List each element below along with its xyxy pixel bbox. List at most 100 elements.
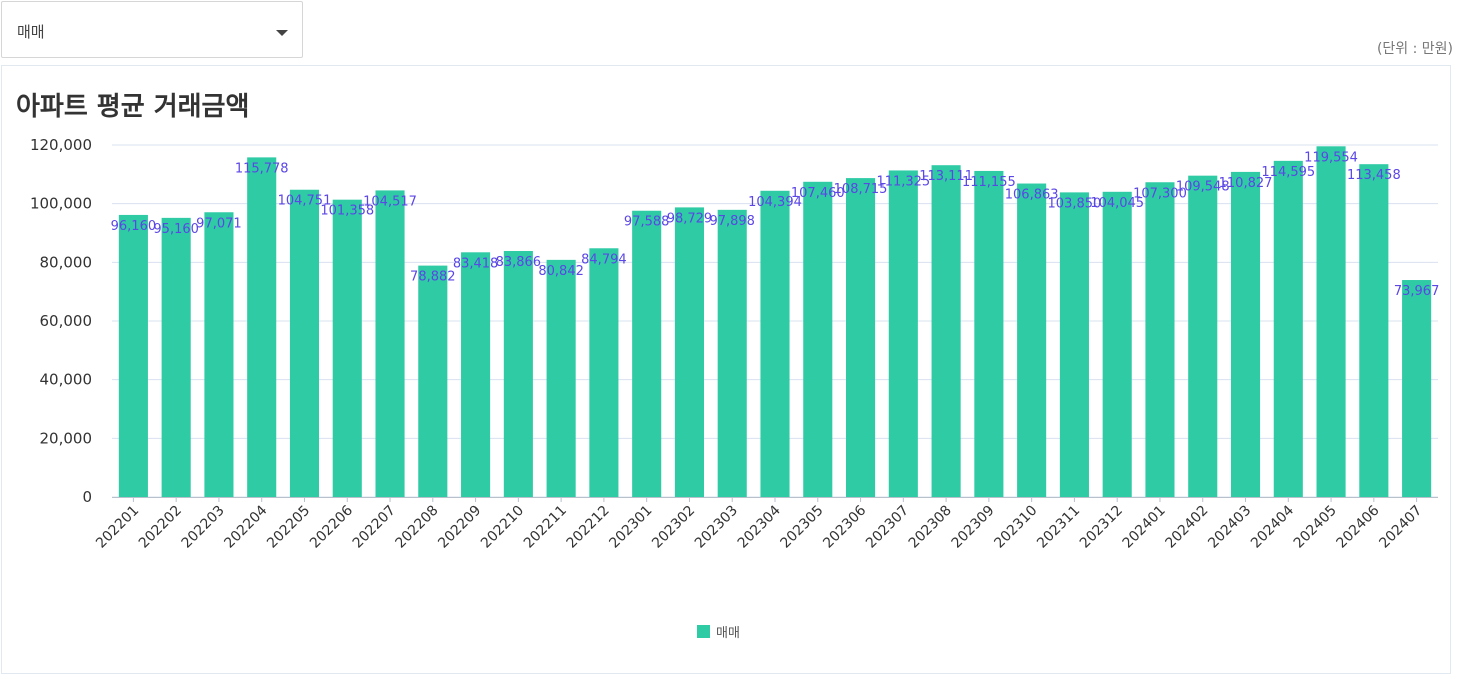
- bar-value-label: 97,898: [709, 214, 755, 229]
- bar-value-label: 73,967: [1394, 284, 1440, 299]
- bar-value-label: 103,850: [1048, 196, 1102, 211]
- bar-value-label: 110,827: [1219, 176, 1273, 191]
- x-tick-label: 202312: [1077, 503, 1126, 552]
- x-tick-label: 202304: [735, 502, 784, 551]
- bar: [1017, 183, 1047, 497]
- bar-value-label: 113,458: [1347, 168, 1401, 183]
- bar: [974, 170, 1004, 498]
- bar-value-label: 97,071: [196, 216, 242, 231]
- bar: [1273, 160, 1303, 497]
- x-tick-label: 202303: [692, 503, 741, 552]
- bar: [503, 250, 533, 497]
- trade-type-value: 매매: [17, 23, 45, 41]
- bar-value-label: 83,418: [453, 256, 499, 271]
- y-tick-label: 0: [82, 488, 92, 506]
- x-tick-label: 202207: [350, 503, 399, 552]
- bar: [1359, 164, 1389, 497]
- x-tick-label: 202407: [1376, 503, 1425, 552]
- bar: [289, 189, 320, 497]
- bar: [1059, 192, 1089, 497]
- x-tick-label: 202311: [1034, 503, 1083, 552]
- legend-label: 매매: [716, 625, 740, 641]
- bar: [332, 199, 362, 497]
- bar: [118, 214, 148, 497]
- x-tick-label: 202210: [478, 503, 527, 552]
- y-tick-label: 60,000: [40, 312, 93, 330]
- bar: [375, 190, 405, 497]
- x-tick-label: 202201: [93, 503, 142, 552]
- x-tick-label: 202405: [1291, 503, 1340, 552]
- x-tick-label: 202403: [1205, 503, 1254, 552]
- bar: [418, 265, 448, 497]
- x-tick-label: 202211: [521, 503, 570, 552]
- x-tick-label: 202205: [264, 503, 313, 552]
- bar-value-label: 80,842: [538, 264, 584, 279]
- bar-value-label: 111,325: [876, 174, 930, 189]
- bar-value-label: 104,045: [1090, 196, 1144, 211]
- bar: [161, 217, 191, 497]
- bar: [846, 178, 876, 497]
- x-tick-label: 202209: [435, 503, 484, 552]
- x-tick-label: 202305: [777, 503, 826, 552]
- x-tick-label: 202406: [1334, 502, 1383, 551]
- chart-legend[interactable]: 매매: [697, 622, 740, 641]
- bar-value-label: 114,595: [1261, 165, 1315, 180]
- x-tick-label: 202203: [179, 503, 228, 552]
- x-tick-label: 202208: [393, 503, 442, 552]
- bar: [674, 207, 704, 497]
- y-tick-label: 20,000: [40, 429, 93, 447]
- x-tick-label: 202306: [820, 502, 869, 551]
- legend-swatch: [697, 624, 710, 638]
- x-tick-label: 202402: [1162, 503, 1211, 552]
- bar: [1188, 175, 1218, 498]
- bar-value-label: 109,548: [1176, 180, 1230, 195]
- trade-type-select[interactable]: 매매: [1, 1, 303, 58]
- y-tick-label: 40,000: [40, 371, 93, 389]
- bar-value-label: 95,160: [153, 222, 199, 237]
- bar-value-label: 115,778: [235, 161, 289, 176]
- unit-label: (단위 : 만원): [1376, 41, 1453, 57]
- bar-value-label: 84,794: [581, 252, 627, 267]
- x-tick-label: 202212: [564, 503, 613, 552]
- bar-value-label: 78,882: [410, 270, 456, 285]
- bar-value-label: 106,863: [1005, 188, 1059, 203]
- x-tick-label: 202310: [991, 503, 1040, 552]
- x-tick-label: 202404: [1248, 502, 1297, 551]
- bar-value-label: 104,751: [278, 194, 332, 209]
- x-tick-label: 202206: [307, 502, 356, 551]
- bar-value-label: 113,111: [919, 169, 973, 184]
- x-tick-label: 202302: [649, 503, 698, 552]
- bar-value-label: 83,866: [496, 255, 542, 270]
- bar: [1102, 191, 1132, 497]
- y-tick-label: 80,000: [40, 253, 93, 271]
- x-tick-label: 202309: [949, 503, 998, 552]
- bar-value-label: 108,715: [834, 182, 888, 197]
- bar: [247, 157, 277, 498]
- bar: [1316, 146, 1346, 497]
- bar: [888, 170, 918, 498]
- x-tick-label: 202204: [221, 502, 270, 551]
- y-tick-label: 120,000: [30, 136, 92, 154]
- bar-value-label: 111,155: [962, 175, 1016, 190]
- bar: [803, 181, 833, 497]
- bar-value-label: 107,300: [1133, 186, 1187, 201]
- bar: [1402, 280, 1432, 497]
- x-tick-label: 202308: [906, 503, 955, 552]
- bar: [546, 259, 576, 497]
- bar-value-label: 119,554: [1304, 150, 1358, 165]
- bar: [931, 165, 961, 497]
- bar: [632, 210, 662, 497]
- bar: [1230, 171, 1261, 497]
- bar: [717, 209, 747, 498]
- bar-value-label: 104,517: [363, 194, 417, 209]
- bar-value-label: 104,394: [748, 195, 802, 210]
- x-tick-label: 202301: [606, 503, 655, 552]
- bar-value-label: 98,729: [667, 211, 713, 226]
- bar: [461, 252, 491, 497]
- bar: [204, 212, 234, 497]
- bar: [589, 248, 619, 497]
- y-tick-label: 100,000: [30, 195, 92, 213]
- chevron-down-icon: [276, 30, 288, 36]
- bar: [1145, 182, 1175, 497]
